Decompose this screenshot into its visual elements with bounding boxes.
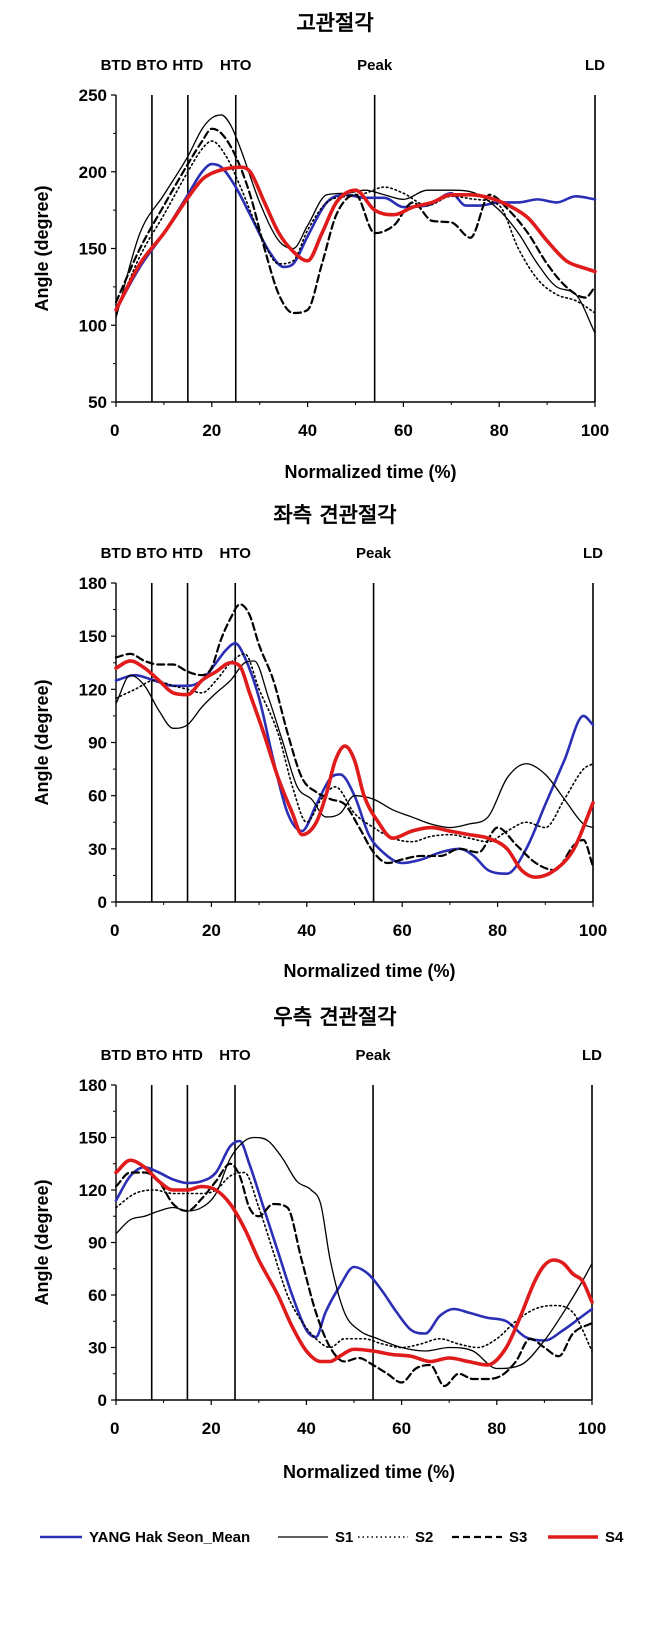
x-tick-label: 40 <box>297 921 316 940</box>
event-label-bto: BTO <box>136 1047 168 1064</box>
series-line-s4 <box>114 659 595 879</box>
x-tick-label: 80 <box>487 1419 506 1438</box>
series-line-yang-hak-seon-mean <box>114 1139 594 1342</box>
y-tick-label: 30 <box>88 1339 107 1358</box>
chart-title: 고관절각 <box>296 11 373 35</box>
x-tick-label: 0 <box>110 921 119 940</box>
event-label-hto: HTO <box>220 545 252 562</box>
y-tick-label: 180 <box>79 1076 107 1095</box>
series-line-s2 <box>115 1171 593 1352</box>
y-tick-label: 200 <box>79 163 107 182</box>
series-line-s2 <box>115 653 594 843</box>
event-label-bto: BTO <box>136 545 168 562</box>
event-label-peak: Peak <box>356 545 392 562</box>
x-axis-label: Normalized time (%) <box>284 462 456 482</box>
legend-label-yang-hak-seon-mean: YANG Hak Seon_Mean <box>89 1529 250 1546</box>
event-label-htd: HTD <box>172 57 203 74</box>
y-tick-label: 90 <box>88 1234 107 1253</box>
series-line-s3 <box>114 127 597 315</box>
x-tick-label: 40 <box>298 421 317 440</box>
y-tick-label: 150 <box>79 240 107 259</box>
y-tick-label: 120 <box>79 680 107 699</box>
x-tick-label: 100 <box>581 421 609 440</box>
x-tick-label: 0 <box>110 1419 119 1438</box>
x-tick-label: 60 <box>392 1419 411 1438</box>
event-label-peak: Peak <box>357 57 393 74</box>
x-tick-label: 100 <box>578 1419 606 1438</box>
y-tick-label: 50 <box>88 393 107 412</box>
y-tick-label: 0 <box>98 1391 107 1410</box>
series-line-s4 <box>114 1158 594 1367</box>
x-tick-label: 20 <box>202 1419 221 1438</box>
y-tick-label: 120 <box>79 1181 107 1200</box>
x-tick-label: 20 <box>202 421 221 440</box>
series-line-s2 <box>115 140 596 314</box>
event-label-ld: LD <box>585 57 605 74</box>
y-tick-label: 150 <box>79 1129 107 1148</box>
x-tick-label: 20 <box>202 921 221 940</box>
x-tick-label: 0 <box>110 421 119 440</box>
series-line-s1 <box>115 660 594 829</box>
chart-left-shoulder-angle: 좌측 견관절각 BTD BTO HTD HTO Peak LD 0 30 60 90 120 150 18… <box>32 503 607 981</box>
event-label-btd: BTD <box>101 545 132 562</box>
series-line-yang-hak-seon-mean <box>114 162 597 312</box>
chart-title: 좌측 견관절각 <box>273 503 396 527</box>
chart-title: 우측 견관절각 <box>273 1005 396 1029</box>
x-tick-label: 40 <box>297 1419 316 1438</box>
y-tick-label: 60 <box>88 787 107 806</box>
event-label-bto: BTO <box>136 57 168 74</box>
event-label-btd: BTD <box>101 57 132 74</box>
series-line-s1 <box>115 114 596 334</box>
chart-right-shoulder-angle: 우측 견관절각 BTD BTO HTD HTO Peak LD 0 30 60 90 120 150 18… <box>32 1005 606 1482</box>
x-tick-label: 80 <box>490 421 509 440</box>
event-label-ld: LD <box>583 545 603 562</box>
y-axis-label: Angle (degree) <box>32 679 52 805</box>
event-label-ld: LD <box>582 1047 602 1064</box>
series-line-s3 <box>114 1162 594 1388</box>
y-tick-label: 30 <box>88 840 107 859</box>
x-tick-label: 80 <box>488 921 507 940</box>
x-tick-label: 100 <box>579 921 607 940</box>
y-tick-label: 90 <box>88 734 107 753</box>
y-tick-label: 150 <box>79 627 107 646</box>
y-tick-label: 100 <box>79 316 107 335</box>
event-label-peak: Peak <box>356 1047 392 1064</box>
series-line-s4 <box>114 165 597 312</box>
legend-label-s1: S1 <box>335 1529 353 1546</box>
y-tick-label: 60 <box>88 1286 107 1305</box>
event-label-htd: HTD <box>172 1047 203 1064</box>
event-label-btd: BTD <box>101 1047 132 1064</box>
y-axis-label: Angle (degree) <box>32 1179 52 1305</box>
legend-label-s2: S2 <box>415 1529 433 1546</box>
series-line-s3 <box>114 603 595 872</box>
x-tick-label: 60 <box>393 921 412 940</box>
x-axis-label: Normalized time (%) <box>283 1462 455 1482</box>
event-label-hto: HTO <box>220 57 252 74</box>
event-label-htd: HTD <box>172 545 203 562</box>
y-axis-label: Angle (degree) <box>32 185 52 311</box>
event-label-hto: HTO <box>219 1047 251 1064</box>
x-axis-label: Normalized time (%) <box>283 961 455 981</box>
legend-label-s4: S4 <box>605 1529 624 1546</box>
legend-label-s3: S3 <box>509 1529 527 1546</box>
y-tick-label: 0 <box>98 893 107 912</box>
y-tick-label: 180 <box>79 574 107 593</box>
x-tick-label: 60 <box>394 421 413 440</box>
chart-hip-angle: 고관절각 BTD BTO HTD HTO Peak LD 50 100 150 200 250 0 20 4… <box>32 11 609 482</box>
legend: YANG Hak Seon_Mean S1 S2 S3 S4 <box>40 1529 624 1546</box>
y-tick-label: 250 <box>79 86 107 105</box>
